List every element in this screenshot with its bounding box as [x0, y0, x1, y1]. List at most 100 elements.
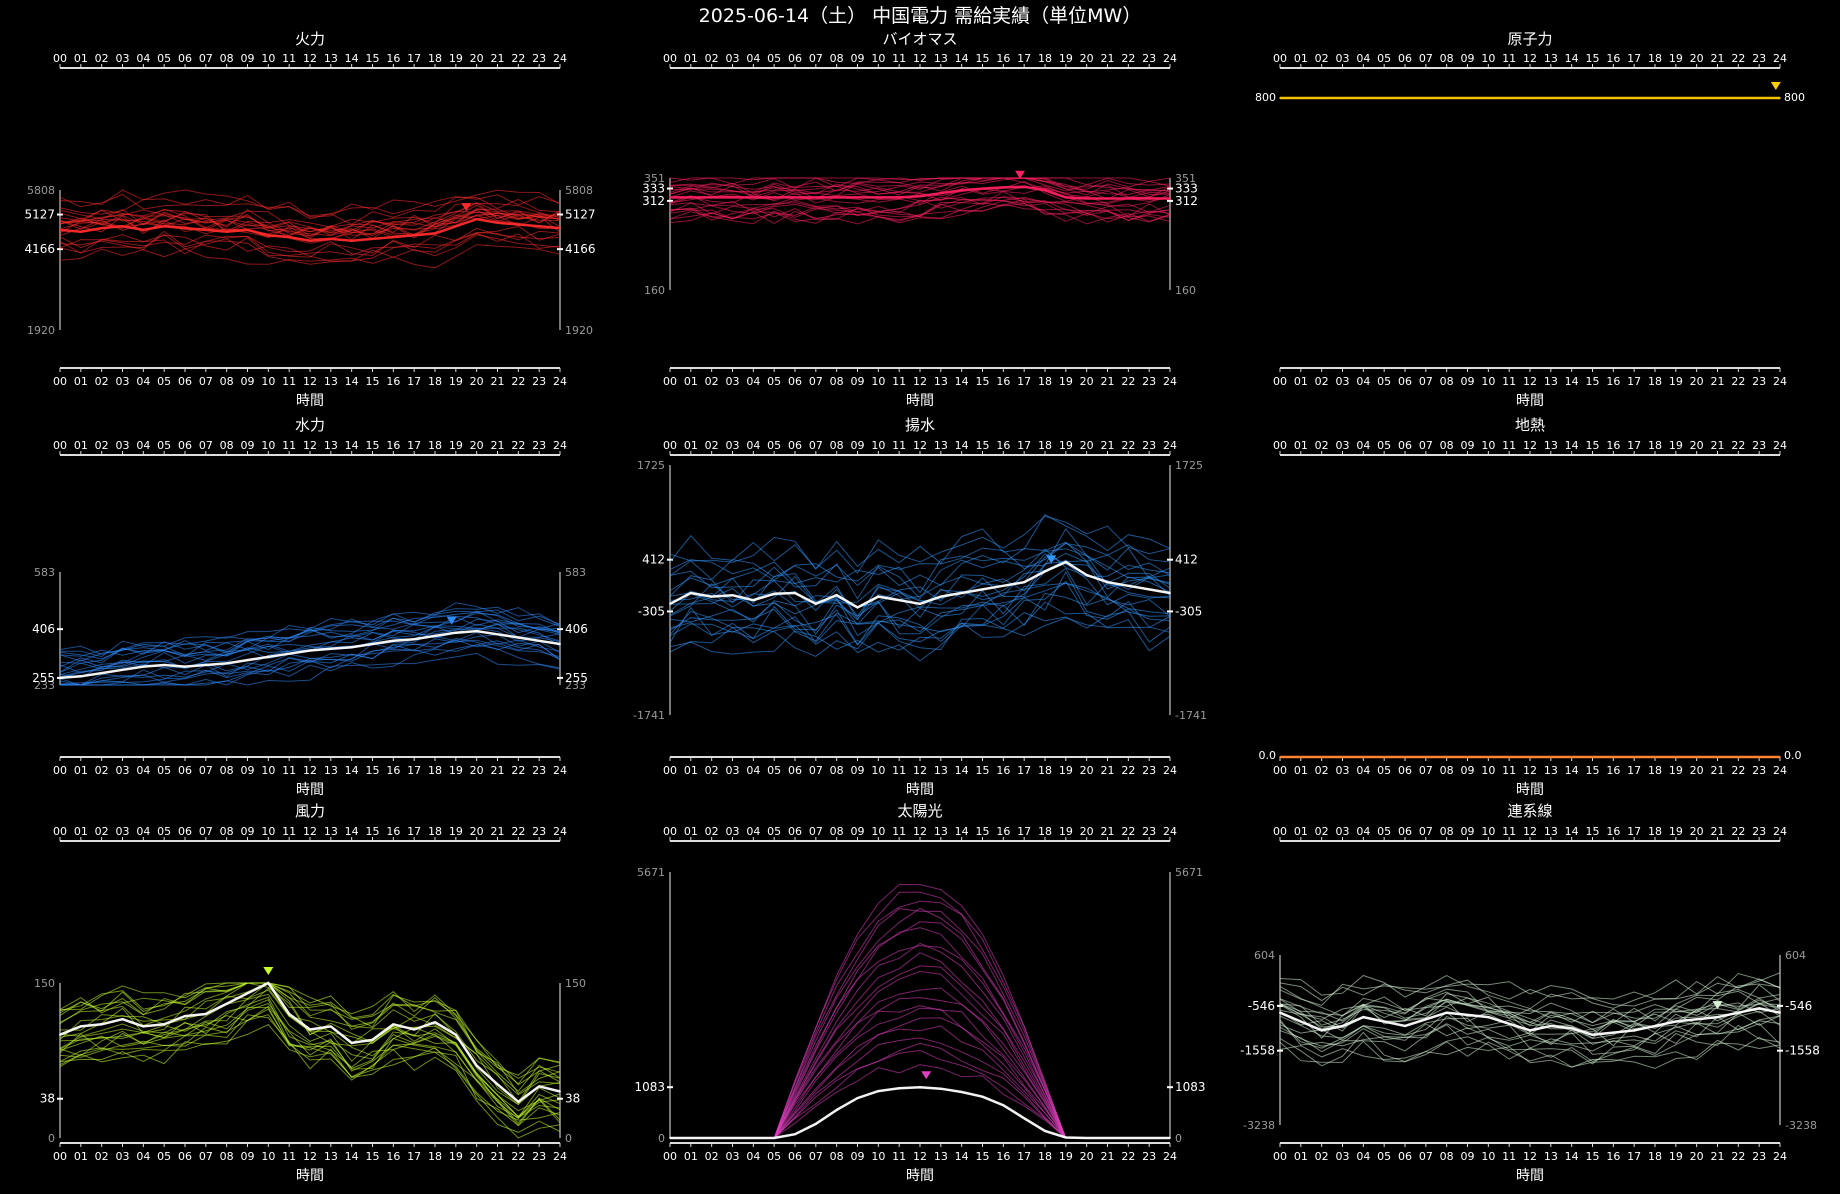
hour-tick-label: 03 — [726, 825, 740, 838]
hour-tick-label: 20 — [1690, 52, 1704, 65]
data-point — [1612, 97, 1615, 99]
y-tick-min: 0 — [1175, 1132, 1182, 1145]
hour-tick-label: 07 — [809, 439, 823, 452]
data-point — [669, 196, 671, 199]
hour-tick-label: 23 — [532, 825, 546, 838]
data-point — [163, 664, 165, 666]
y-tick-min: 233 — [565, 679, 586, 692]
data-point — [1654, 1025, 1656, 1027]
hour-tick-label: 01 — [1294, 375, 1308, 388]
data-point — [288, 1013, 290, 1015]
hour-tick-label: 17 — [407, 1150, 421, 1163]
hour-tick-label: 10 — [1481, 764, 1495, 777]
hour-tick-label: 22 — [1731, 439, 1745, 452]
history-line — [1279, 972, 1781, 1010]
hour-tick-label: 10 — [871, 1150, 885, 1163]
hour-tick-label: 04 — [136, 375, 150, 388]
peak-marker — [1770, 82, 1781, 90]
hour-tick-label: 18 — [428, 375, 442, 388]
history-line — [1279, 972, 1781, 1009]
hour-tick-label: 09 — [241, 375, 255, 388]
hour-tick-label: 10 — [261, 439, 275, 452]
hour-tick-label: 04 — [1356, 764, 1370, 777]
history-line — [59, 212, 561, 241]
hour-tick-label: 17 — [407, 439, 421, 452]
history-line — [59, 624, 561, 676]
y-tick-mid1: 38 — [40, 1092, 55, 1106]
hour-tick-label: 22 — [511, 825, 525, 838]
peak-marker — [921, 1071, 932, 1080]
history-line — [669, 542, 1171, 582]
hour-tick-label: 04 — [746, 439, 760, 452]
hour-tick-label: 16 — [1606, 52, 1620, 65]
hour-tick-label: 01 — [1294, 439, 1308, 452]
hour-tick-label: 15 — [366, 439, 380, 452]
y-tick-mid1: 38 — [565, 1092, 580, 1106]
hour-tick-label: 06 — [788, 1150, 802, 1163]
data-point — [1779, 1011, 1781, 1014]
hour-tick-label: 23 — [1142, 439, 1156, 452]
hour-tick-label: 18 — [428, 439, 442, 452]
hour-tick-label: 01 — [684, 52, 698, 65]
history-line — [59, 618, 561, 674]
hour-tick-label: 07 — [809, 825, 823, 838]
history-line — [669, 177, 1171, 196]
hour-tick-label: 12 — [913, 764, 927, 777]
hour-tick-label: 05 — [157, 825, 171, 838]
hour-tick-label: 09 — [851, 825, 865, 838]
hour-tick-label: 11 — [282, 1150, 296, 1163]
data-point — [1169, 592, 1171, 594]
hour-tick-label: 11 — [1502, 439, 1516, 452]
hour-tick-label: 11 — [892, 52, 906, 65]
data-point — [455, 1033, 457, 1036]
hour-tick-label: 22 — [1121, 439, 1135, 452]
data-point — [1487, 756, 1490, 758]
hour-tick-label: 02 — [705, 52, 719, 65]
hour-tick-label: 03 — [726, 52, 740, 65]
hour-tick-label: 14 — [345, 375, 359, 388]
data-point — [669, 603, 671, 605]
data-point — [1445, 1011, 1448, 1014]
hour-tick-label: 09 — [241, 825, 255, 838]
data-point — [960, 189, 963, 192]
hour-tick-label: 02 — [1315, 375, 1329, 388]
data-point — [1695, 756, 1698, 758]
hour-tick-label: 13 — [1544, 439, 1558, 452]
hour-tick-label: 12 — [913, 375, 927, 388]
hour-tick-label: 23 — [532, 375, 546, 388]
hour-tick-label: 10 — [871, 375, 885, 388]
data-point — [752, 599, 755, 602]
history-line — [59, 982, 561, 1096]
hour-tick-label: 07 — [199, 825, 213, 838]
hour-tick-label: 15 — [1586, 52, 1600, 65]
chart-title: 原子力 — [1507, 30, 1552, 48]
data-point — [1737, 756, 1740, 758]
history-line — [669, 610, 1171, 657]
data-point — [710, 1137, 713, 1139]
hour-tick-label: 23 — [1142, 825, 1156, 838]
y-tick-min: -1741 — [1175, 709, 1207, 722]
hour-tick-label: 05 — [767, 52, 781, 65]
history-line — [670, 1005, 1170, 1139]
hour-tick-label: 12 — [1523, 375, 1537, 388]
series-line-0 — [59, 629, 561, 680]
hour-tick-label: 17 — [407, 52, 421, 65]
y-tick-mid1: -1558 — [1785, 1044, 1820, 1058]
hour-tick-label: 14 — [955, 764, 969, 777]
chart-title: 水力 — [295, 416, 325, 434]
hour-tick-label: 07 — [809, 764, 823, 777]
data-point — [1044, 1130, 1046, 1132]
hour-tick-label: 12 — [1523, 52, 1537, 65]
hour-tick-label: 00 — [1273, 439, 1287, 452]
hour-tick-label: 01 — [1294, 764, 1308, 777]
hour-tick-label: 14 — [955, 439, 969, 452]
hour-tick-label: 03 — [116, 764, 130, 777]
hour-tick-label: 12 — [1523, 825, 1537, 838]
hour-tick-label: 14 — [345, 439, 359, 452]
chart-title: 地熱 — [1515, 416, 1545, 434]
hour-tick-label: 14 — [1565, 52, 1579, 65]
data-point — [267, 982, 270, 984]
history-line — [669, 177, 1171, 195]
hour-tick-label: 22 — [1121, 1150, 1135, 1163]
data-point — [1633, 756, 1635, 758]
